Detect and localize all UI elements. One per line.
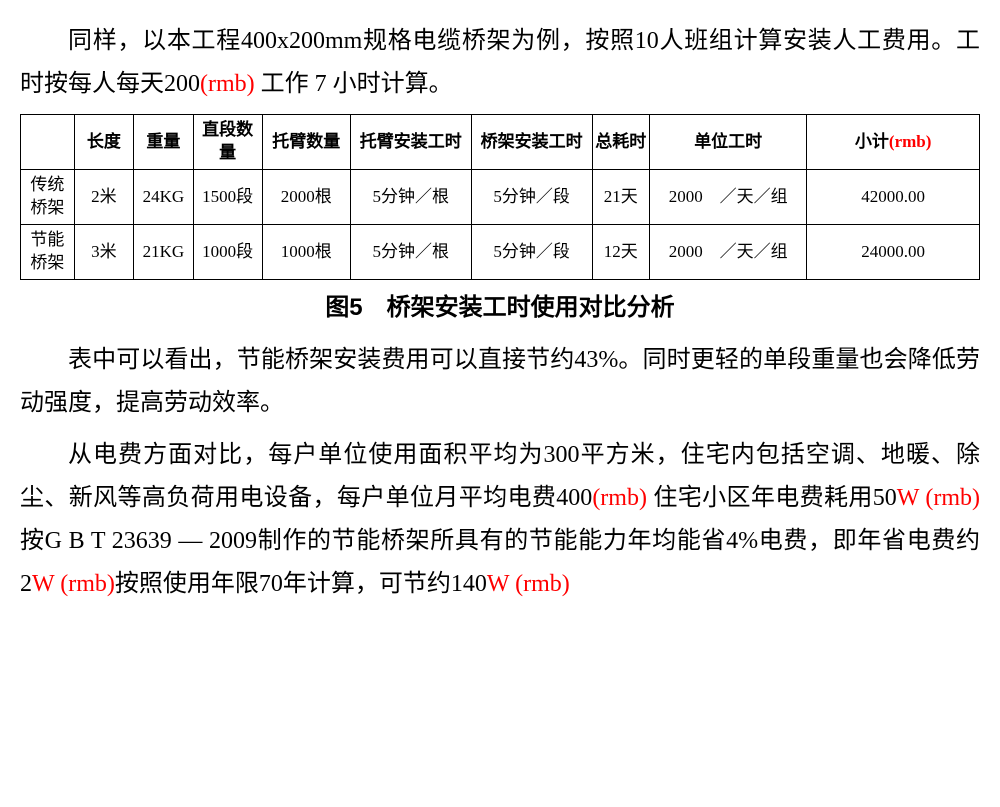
th-bridge-time: 桥架安装工时	[471, 115, 592, 170]
cell-arms: 1000根	[262, 225, 350, 280]
cell-name: 传统桥架	[21, 170, 75, 225]
cell-weight: 24KG	[134, 170, 193, 225]
th-arms: 托臂数量	[262, 115, 350, 170]
th-blank	[21, 115, 75, 170]
para3-text2: 住宅小区年电费耗用50	[653, 485, 896, 511]
paragraph-2: 表中可以看出，节能桥架安装费用可以直接节约43%。同时更轻的单段重量也会降低劳动…	[20, 339, 980, 425]
th-segments: 直段数量	[193, 115, 262, 170]
cell-arm-time: 5分钟／根	[350, 170, 471, 225]
cell-total-time: 21天	[592, 170, 650, 225]
th-unit-time: 单位工时	[650, 115, 807, 170]
paragraph-3: 从电费方面对比，每户单位使用面积平均为300平方米，住宅内包括空调、地暖、除尘、…	[20, 434, 980, 607]
th-total-time: 总耗时	[592, 115, 650, 170]
cell-name: 节能桥架	[21, 225, 75, 280]
rmb-marker: (rmb)	[592, 485, 653, 511]
th-subtotal: 小计(rmb)	[807, 115, 980, 170]
cell-length: 2米	[74, 170, 133, 225]
para3-text4: 按照使用年限70年计算，可节约140	[115, 571, 487, 597]
subtotal-label: 小计	[855, 132, 889, 151]
table-row: 传统桥架 2米 24KG 1500段 2000根 5分钟／根 5分钟／段 21天…	[21, 170, 980, 225]
cell-weight: 21KG	[134, 225, 193, 280]
cell-subtotal: 24000.00	[807, 225, 980, 280]
rmb-marker: W (rmb)	[32, 571, 115, 597]
cell-length: 3米	[74, 225, 133, 280]
comparison-table: 长度 重量 直段数量 托臂数量 托臂安装工时 桥架安装工时 总耗时 单位工时 小…	[20, 114, 980, 280]
cell-segments: 1000段	[193, 225, 262, 280]
rmb-marker: (rmb)	[889, 132, 931, 151]
cell-subtotal: 42000.00	[807, 170, 980, 225]
th-length: 长度	[74, 115, 133, 170]
cell-total-time: 12天	[592, 225, 650, 280]
cell-unit-time: 2000 ／天／组	[650, 225, 807, 280]
para1-text2: 工作 7 小时计算。	[261, 71, 453, 97]
rmb-marker: (rmb)	[200, 71, 261, 97]
paragraph-1: 同样，以本工程400x200mm规格电缆桥架为例，按照10人班组计算安装人工费用…	[20, 20, 980, 106]
rmb-marker: W (rmb)	[487, 571, 570, 597]
para1-text1: 同样，以本工程400x200mm规格电缆桥架为例，按照10人班组计算安装人工费用…	[20, 28, 980, 97]
table-header-row: 长度 重量 直段数量 托臂数量 托臂安装工时 桥架安装工时 总耗时 单位工时 小…	[21, 115, 980, 170]
cell-arms: 2000根	[262, 170, 350, 225]
table-row: 节能桥架 3米 21KG 1000段 1000根 5分钟／根 5分钟／段 12天…	[21, 225, 980, 280]
th-weight: 重量	[134, 115, 193, 170]
cell-bridge-time: 5分钟／段	[471, 225, 592, 280]
cell-segments: 1500段	[193, 170, 262, 225]
cell-unit-time: 2000 ／天／组	[650, 170, 807, 225]
rmb-marker: W (rmb)	[897, 485, 980, 511]
cell-bridge-time: 5分钟／段	[471, 170, 592, 225]
cell-arm-time: 5分钟／根	[350, 225, 471, 280]
figure-caption: 图5 桥架安装工时使用对比分析	[20, 286, 980, 329]
th-arm-time: 托臂安装工时	[350, 115, 471, 170]
